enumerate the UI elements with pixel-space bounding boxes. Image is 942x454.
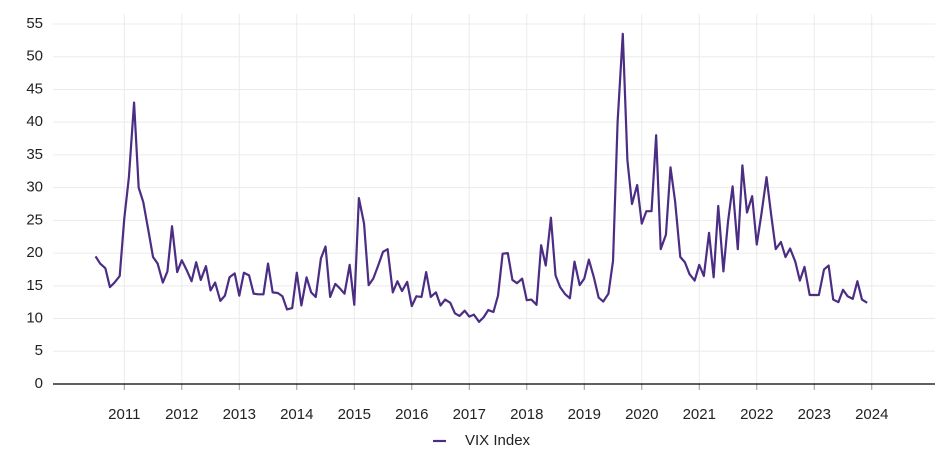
y-tick-label: 0 (35, 375, 43, 392)
x-tick-label: 2021 (683, 406, 716, 423)
y-tick-label: 45 (26, 80, 43, 97)
y-tick-label: 5 (35, 342, 43, 359)
y-tick-label: 35 (26, 146, 43, 163)
y-tick-label: 15 (26, 277, 43, 294)
line-series (94, 32, 868, 323)
x-tick-label: 2023 (798, 406, 831, 423)
y-tick-label: 25 (26, 211, 43, 228)
legend-label: VIX Index (465, 432, 531, 449)
x-tick-label: 2022 (740, 406, 773, 423)
y-tick-label: 30 (26, 179, 43, 196)
y-tick-label: 10 (26, 310, 43, 327)
y-tick-label: 20 (26, 244, 43, 261)
y-tick-label: 50 (26, 48, 43, 65)
x-tick-label: 2024 (855, 406, 888, 423)
x-tick-label: 2012 (165, 406, 198, 423)
x-tick-label: 2020 (625, 406, 658, 423)
x-tick-label: 2018 (510, 406, 543, 423)
x-tick-label: 2019 (568, 406, 601, 423)
x-tick-label: 2017 (453, 406, 486, 423)
x-tick-label: 2011 (108, 406, 140, 423)
x-tick-label: 2014 (280, 406, 313, 423)
x-tick-label: 2015 (338, 406, 371, 423)
y-tick-label: 55 (26, 15, 43, 32)
x-tick-label: 2016 (395, 406, 428, 423)
x-tick-label: 2013 (223, 406, 256, 423)
y-tick-label: 40 (26, 113, 43, 130)
